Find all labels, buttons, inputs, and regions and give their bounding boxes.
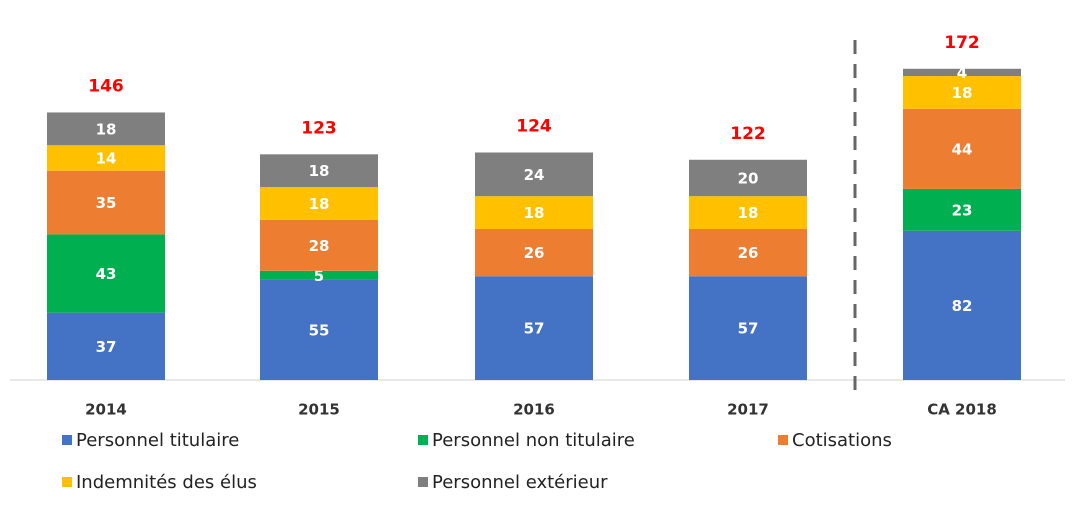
bar-segment bbox=[260, 219, 378, 271]
value-label: 18 bbox=[738, 204, 759, 222]
value-label: 26 bbox=[524, 244, 545, 262]
bar-segment bbox=[903, 68, 1021, 77]
value-label: 43 bbox=[96, 265, 117, 283]
value-label: 55 bbox=[309, 321, 330, 339]
value-label: 44 bbox=[952, 140, 973, 158]
value-label: 37 bbox=[96, 338, 117, 356]
x-tick-label: 2014 bbox=[85, 401, 127, 419]
bar-segment bbox=[903, 188, 1021, 231]
legend-label: Cotisations bbox=[792, 430, 892, 451]
legend-swatch bbox=[418, 477, 428, 487]
value-label: 18 bbox=[309, 162, 330, 180]
bar-segment bbox=[475, 196, 593, 229]
value-label: 28 bbox=[309, 237, 330, 255]
value-label: 35 bbox=[96, 194, 117, 212]
legend-swatch bbox=[62, 435, 72, 445]
bar-segment bbox=[47, 145, 165, 171]
bar-segment bbox=[903, 76, 1021, 109]
bar-segment bbox=[475, 228, 593, 277]
bar-segment bbox=[903, 230, 1021, 380]
bar-segment bbox=[689, 159, 807, 197]
value-label: 57 bbox=[524, 320, 545, 338]
bar-segment bbox=[260, 279, 378, 380]
value-label: 82 bbox=[952, 297, 973, 315]
bar-segment bbox=[475, 276, 593, 380]
total-label: 122 bbox=[730, 124, 766, 144]
bar-segment bbox=[689, 196, 807, 229]
legend-label: Personnel non titulaire bbox=[432, 430, 635, 451]
value-label: 14 bbox=[96, 149, 117, 167]
x-tick-label: 2015 bbox=[298, 401, 340, 419]
value-label: 4 bbox=[957, 64, 967, 82]
legend-swatch bbox=[62, 477, 72, 487]
bar-segment bbox=[260, 270, 378, 280]
legend-label: Personnel titulaire bbox=[76, 430, 239, 451]
value-label: 24 bbox=[524, 166, 545, 184]
x-tick-label: 2016 bbox=[513, 401, 555, 419]
value-label: 18 bbox=[952, 84, 973, 102]
bar-segment bbox=[47, 112, 165, 146]
x-tick-label: CA 2018 bbox=[927, 401, 997, 419]
legend-label: Indemnités des élus bbox=[76, 472, 257, 493]
value-label: 5 bbox=[314, 267, 324, 285]
value-label: 18 bbox=[524, 204, 545, 222]
bar-segment bbox=[47, 170, 165, 235]
legend-swatch bbox=[418, 435, 428, 445]
total-label: 172 bbox=[944, 33, 980, 53]
legend-swatch bbox=[778, 435, 788, 445]
bar-segment bbox=[47, 312, 165, 380]
total-label: 123 bbox=[301, 118, 337, 138]
x-tick-label: 2017 bbox=[727, 401, 769, 419]
bar-segment bbox=[475, 152, 593, 197]
value-label: 26 bbox=[738, 244, 759, 262]
bar-segment bbox=[260, 154, 378, 188]
bar-segment bbox=[903, 108, 1021, 189]
value-label: 57 bbox=[738, 320, 759, 338]
total-label: 146 bbox=[88, 76, 124, 96]
legend-label: Personnel extérieur bbox=[432, 472, 608, 493]
value-label: 18 bbox=[96, 120, 117, 138]
value-label: 23 bbox=[952, 201, 973, 219]
bar-segment bbox=[689, 228, 807, 277]
bar-segment bbox=[689, 276, 807, 380]
value-label: 18 bbox=[309, 195, 330, 213]
bar-segment bbox=[260, 187, 378, 220]
bar-segment bbox=[47, 234, 165, 313]
total-label: 124 bbox=[516, 117, 552, 137]
value-label: 20 bbox=[738, 169, 759, 187]
